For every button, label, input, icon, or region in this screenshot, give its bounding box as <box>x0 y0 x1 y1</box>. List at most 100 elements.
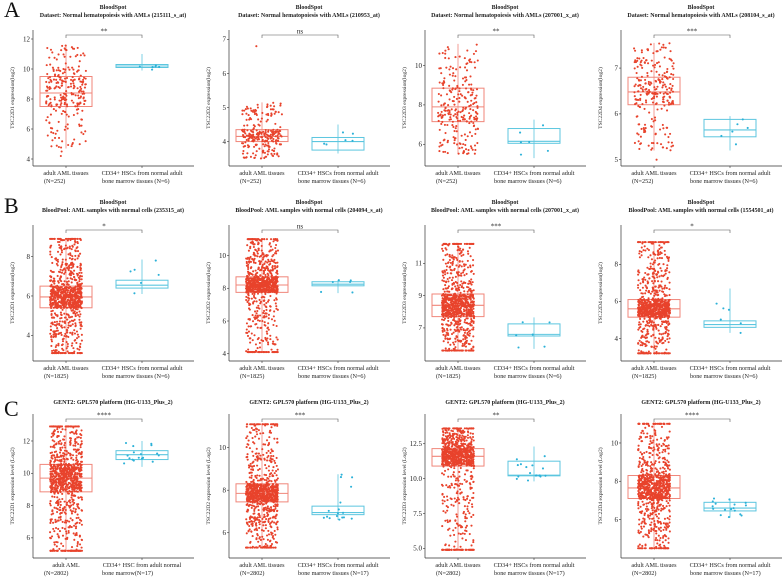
data-point <box>466 286 468 288</box>
data-point <box>456 130 458 132</box>
data-point <box>51 352 53 354</box>
y-tick-label: 6 <box>27 292 31 300</box>
x-tick-label: (N=1825) <box>436 373 460 380</box>
data-point <box>66 341 68 343</box>
data-point <box>656 309 658 311</box>
data-point <box>639 298 641 300</box>
data-point <box>267 113 269 115</box>
data-point <box>451 314 453 316</box>
data-point <box>455 257 457 259</box>
data-point <box>258 283 260 285</box>
data-point <box>133 292 135 294</box>
data-point <box>76 330 78 332</box>
data-point <box>661 108 663 110</box>
data-point <box>672 103 674 105</box>
data-point <box>54 137 56 139</box>
data-point <box>528 141 530 143</box>
data-point <box>77 541 79 543</box>
data-point <box>654 66 656 68</box>
data-point <box>644 292 646 294</box>
x-tick-label: bone marrow tissues (N=6) <box>494 178 562 185</box>
data-point <box>647 75 649 77</box>
data-point <box>468 330 470 332</box>
data-point <box>667 260 669 262</box>
data-point <box>74 255 76 257</box>
data-point <box>639 316 641 318</box>
data-point <box>53 283 55 285</box>
data-point <box>459 261 461 263</box>
data-point <box>637 311 639 313</box>
data-point <box>281 113 283 115</box>
data-point <box>452 67 454 69</box>
data-point <box>246 152 248 154</box>
data-point <box>272 341 274 343</box>
data-point <box>467 283 469 285</box>
data-point <box>74 238 76 240</box>
data-point <box>79 267 81 269</box>
data-point <box>79 101 81 103</box>
data-point <box>455 108 457 110</box>
data-point <box>268 291 270 293</box>
data-point <box>441 295 443 297</box>
data-point <box>656 345 658 347</box>
data-point <box>642 292 644 294</box>
data-point <box>244 141 246 143</box>
data-point <box>79 238 81 240</box>
data-point <box>448 109 450 111</box>
y-axis-label: TSC22D4 expression(log2) <box>597 262 604 324</box>
data-point <box>50 307 52 309</box>
data-point <box>80 131 82 133</box>
data-point <box>262 150 264 152</box>
data-point <box>661 78 663 80</box>
data-point <box>453 79 455 81</box>
data-point <box>62 309 64 311</box>
data-point <box>451 333 453 335</box>
data-point <box>277 309 279 311</box>
data-point <box>461 345 463 347</box>
data-point <box>59 106 61 108</box>
data-point <box>68 86 70 88</box>
data-point <box>262 257 264 259</box>
data-point <box>61 80 63 82</box>
y-axis-label: TSC22D2 expression(log2) <box>205 262 212 324</box>
data-point <box>477 59 479 61</box>
data-point <box>731 131 733 133</box>
data-point <box>72 102 74 104</box>
data-point <box>80 303 82 305</box>
data-point <box>466 50 468 52</box>
hsc-group <box>508 120 560 158</box>
y-tick-label: 10 <box>415 62 423 70</box>
data-point <box>249 337 251 339</box>
data-point <box>264 325 266 327</box>
data-point <box>73 270 75 272</box>
data-point <box>634 95 636 97</box>
y-tick-label: 4 <box>615 335 619 343</box>
data-point <box>51 127 53 129</box>
data-point <box>460 329 462 331</box>
data-point <box>451 287 453 289</box>
chart-subtitle: Dataset: Normal hematopoiesis with AMLs … <box>431 12 579 19</box>
data-point <box>250 280 252 282</box>
data-point <box>64 317 66 319</box>
data-point <box>475 128 477 130</box>
data-point <box>460 292 462 294</box>
data-point <box>58 271 60 273</box>
data-point <box>451 284 453 286</box>
data-point <box>659 49 661 51</box>
data-point <box>652 305 654 307</box>
data-point <box>450 310 452 312</box>
data-point <box>668 87 670 89</box>
data-point <box>265 129 267 131</box>
data-point <box>72 266 74 268</box>
data-point <box>447 46 449 48</box>
data-point <box>259 299 261 301</box>
data-point <box>468 280 470 282</box>
y-tick-label: 4 <box>27 155 31 163</box>
data-point <box>456 259 458 261</box>
data-point <box>665 269 667 271</box>
data-point <box>443 277 445 279</box>
data-point <box>257 305 259 307</box>
data-point <box>637 274 639 276</box>
data-point <box>271 281 273 283</box>
data-point <box>470 315 472 317</box>
